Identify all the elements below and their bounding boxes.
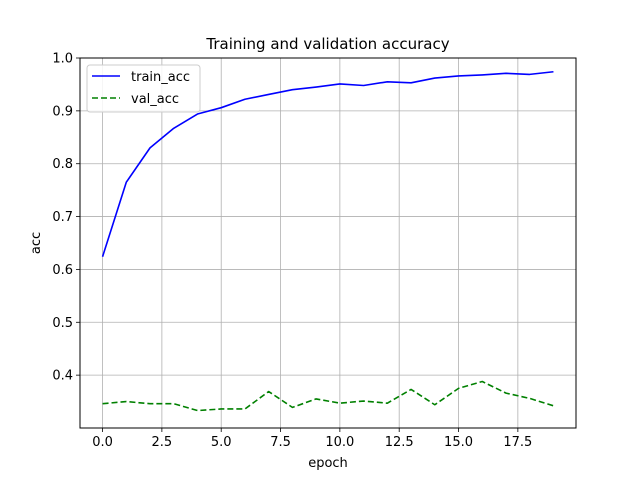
- legend: train_acc val_acc: [86, 64, 201, 113]
- y-tick-label: 0.5: [52, 316, 73, 331]
- legend-label-val-acc: val_acc: [131, 92, 179, 107]
- ticks: 0.0 2.5 5.0 7.5 10.0 12.5 15.0 17.5 0.4 0.5 0.6 0.7…: [52, 52, 532, 451]
- x-tick-label: 10.0: [325, 435, 354, 450]
- legend-label-train-acc: train_acc: [131, 70, 190, 85]
- series-line-train-acc: [101, 70, 554, 257]
- x-tick-label: 7.5: [270, 435, 291, 450]
- x-tick-label: 12.5: [385, 435, 414, 450]
- y-tick-label: 0.6: [52, 263, 73, 278]
- y-tick-label: 0.7: [52, 210, 73, 225]
- series-line-val-acc: [102, 380, 554, 412]
- y-axis-label: acc: [29, 232, 44, 254]
- x-tick-label: 17.5: [503, 435, 532, 450]
- plot-frame: [79, 57, 577, 429]
- x-tick-label: 15.0: [444, 435, 473, 450]
- x-tick-label: 5.0: [211, 435, 232, 450]
- y-tick-label: 1.0: [52, 52, 73, 67]
- series-lines: [101, 70, 554, 412]
- y-tick-label: 0.8: [52, 157, 73, 172]
- y-tick-label: 0.9: [52, 104, 73, 119]
- x-axis-label: epoch: [308, 456, 348, 471]
- x-tick-label: 0.0: [92, 435, 113, 450]
- y-tick-label: 0.4: [52, 369, 73, 384]
- chart-title: Training and validation accuracy: [205, 35, 449, 53]
- x-tick-label: 2.5: [152, 435, 173, 450]
